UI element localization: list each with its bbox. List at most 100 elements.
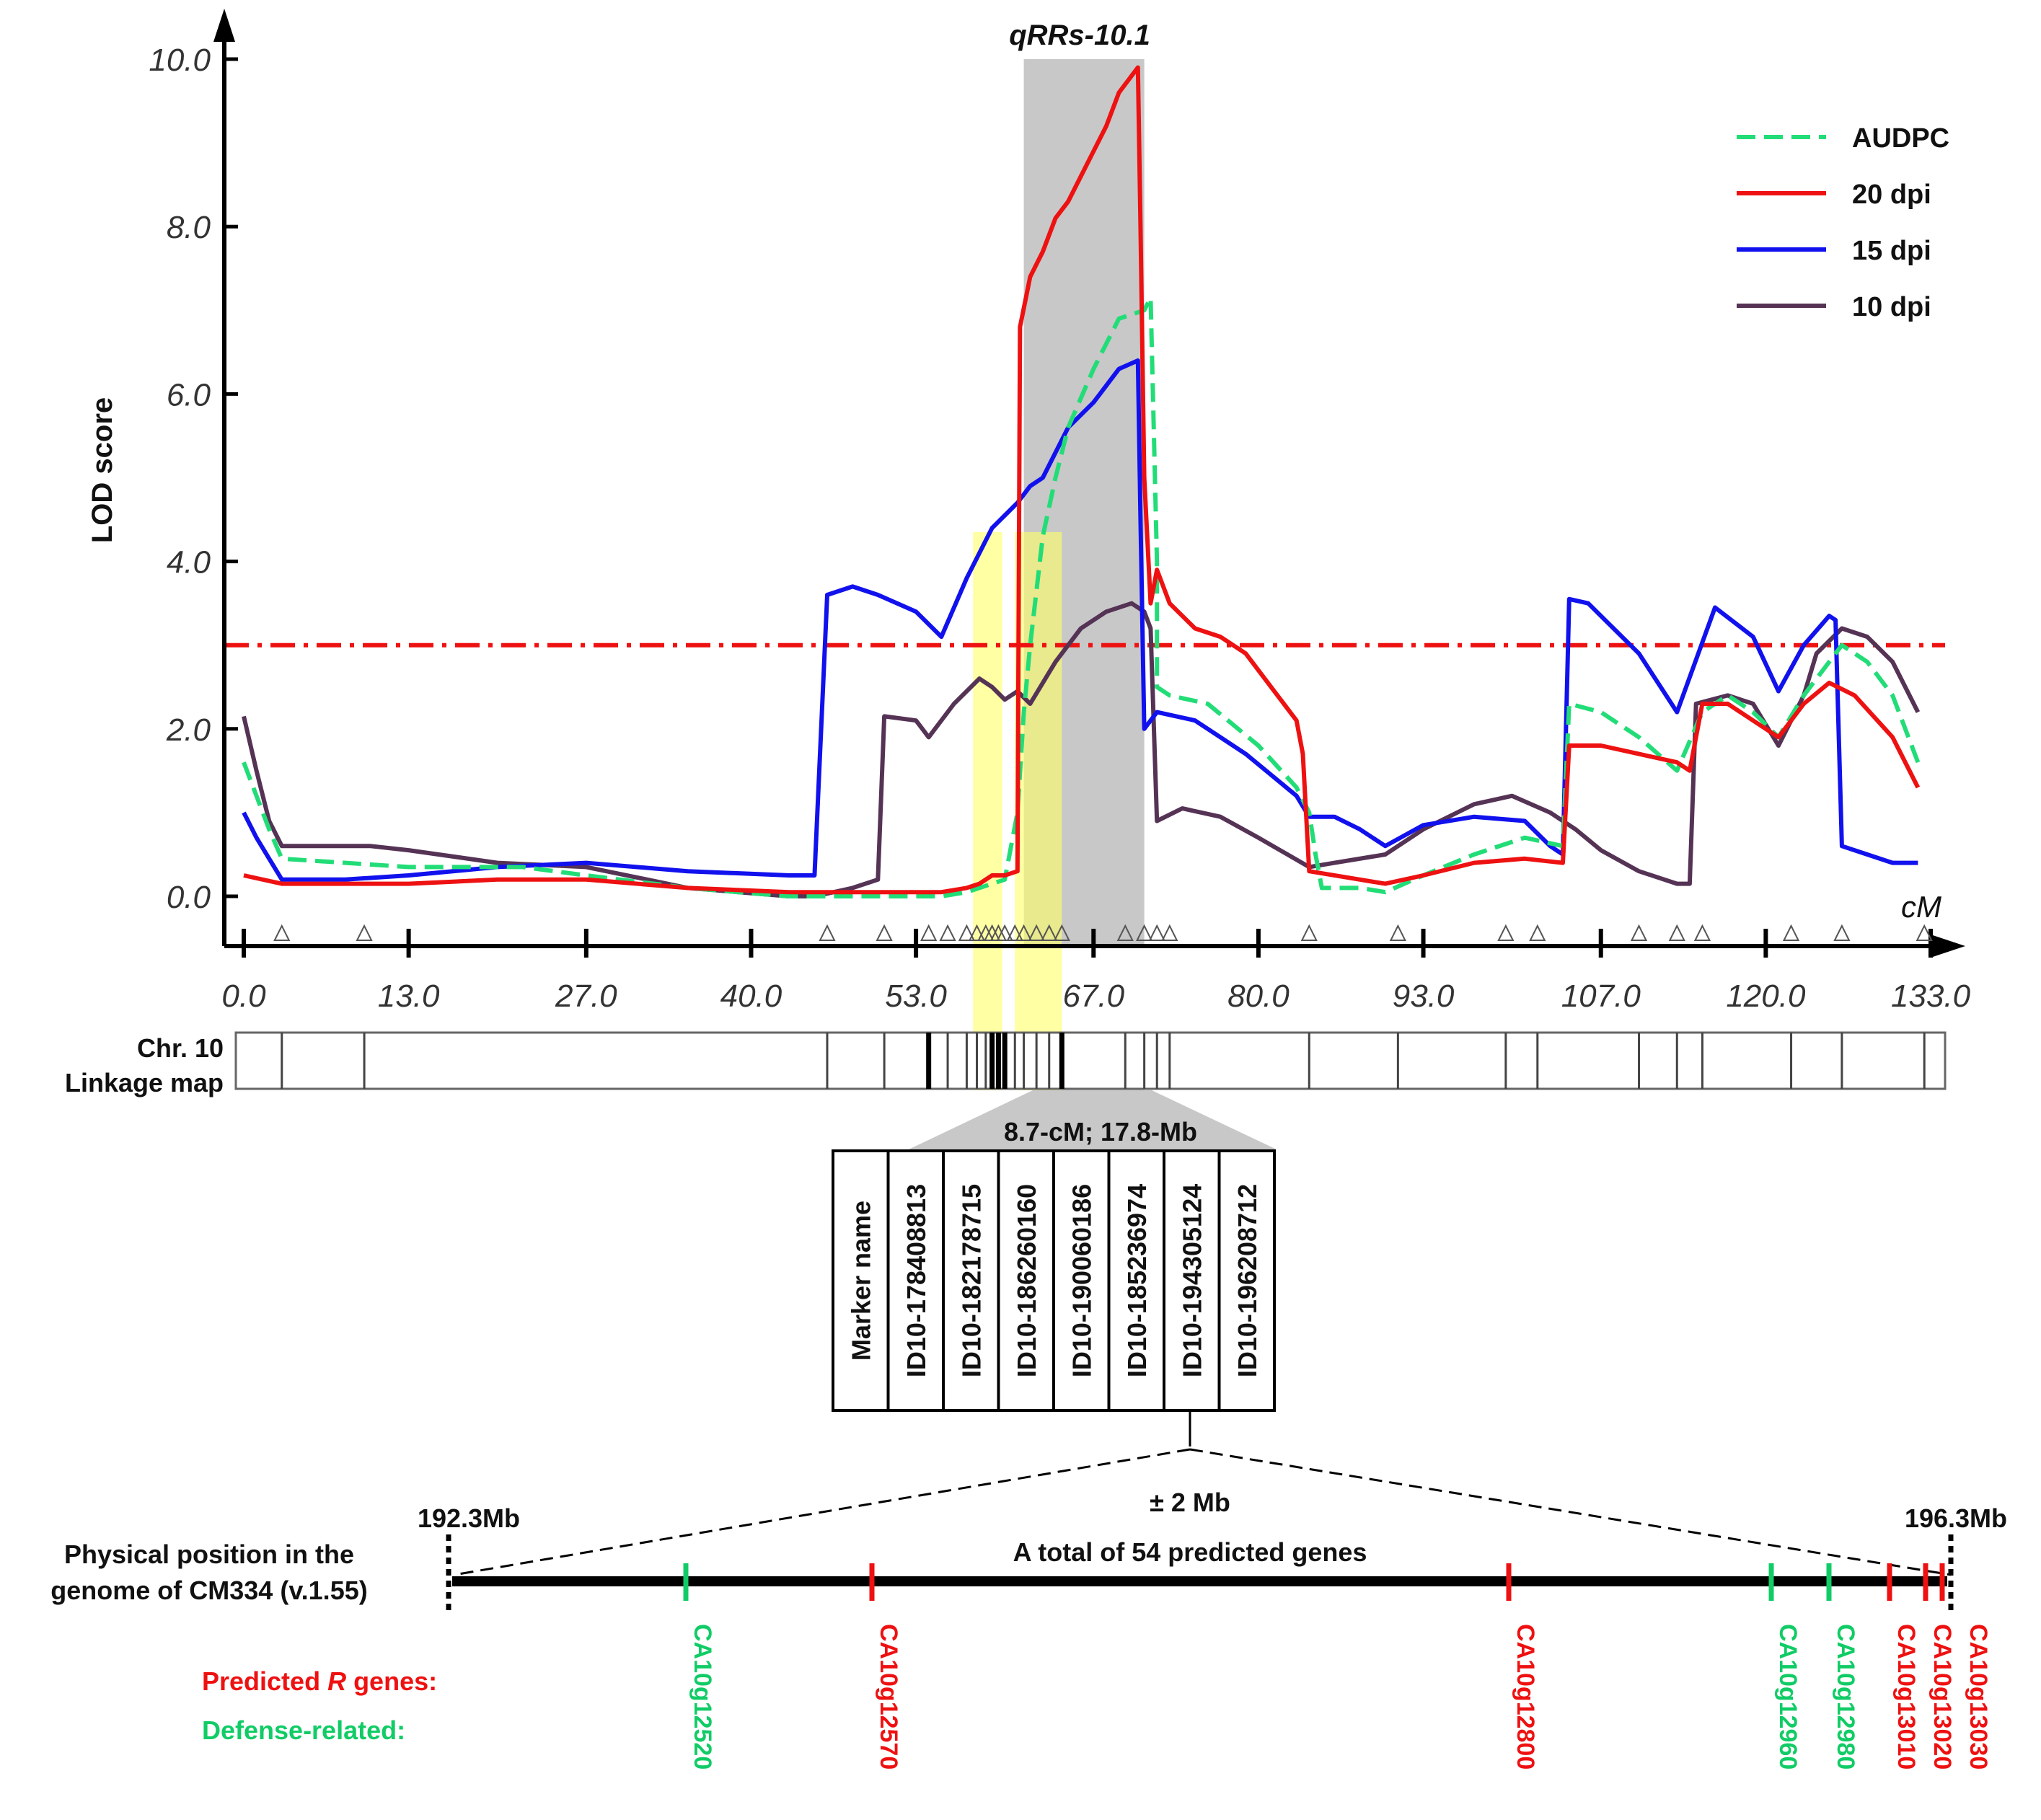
zoom-dash-right — [1189, 1448, 1952, 1576]
physical-label-line2: genome of CM334 (v.1.55) — [50, 1576, 367, 1605]
marker-name: ID10-182178715 — [956, 1184, 986, 1377]
marker-name: ID10-194305124 — [1177, 1184, 1207, 1377]
x-tick-label: 120.0 — [1726, 979, 1806, 1014]
x-tick-label: 80.0 — [1227, 979, 1290, 1014]
axes — [213, 9, 1965, 957]
marker-triangle — [1389, 924, 1406, 941]
marker-triangle — [1161, 924, 1178, 941]
legend: AUDPC 20 dpi 15 dpi 10 dpi — [1737, 123, 1949, 322]
x-tick-label: 133.0 — [1891, 979, 1971, 1014]
x-ticks: 0.0 13.0 27.0 40.0 53.0 67.0 80.0 93.0 107.0 120.… — [221, 929, 1971, 1014]
marker-triangle — [356, 924, 373, 941]
physical-end-label: 196.3Mb — [1905, 1503, 2007, 1533]
marker-name: ID10-186260160 — [1012, 1184, 1041, 1377]
x-unit-label: cM — [1901, 890, 1941, 924]
marker-triangles — [273, 924, 1933, 941]
marker-triangle — [273, 924, 291, 941]
y-axis-label: LOD score — [87, 397, 118, 543]
marker-triangle — [1300, 924, 1318, 941]
linkage-label-line1: Chr. 10 — [137, 1033, 224, 1063]
gene-label: CA10g13020 — [1928, 1624, 1956, 1770]
marker-triangle — [968, 924, 986, 941]
gene-label: CA10g12570 — [875, 1624, 902, 1770]
marker-triangle — [1148, 924, 1165, 941]
x-tick-label: 13.0 — [378, 979, 440, 1014]
marker-triangle — [1028, 924, 1045, 941]
marker-triangle — [1006, 924, 1023, 941]
legend-r-suffix: genes: — [346, 1666, 437, 1696]
gene-label: CA10g12520 — [689, 1624, 716, 1770]
marker-triangle — [939, 924, 956, 941]
x-axis-arrow — [1933, 935, 1965, 957]
marker-triangle — [1136, 924, 1153, 941]
legend-label: AUDPC — [1852, 123, 1949, 154]
marker-triangle — [1015, 924, 1033, 941]
marker-triangle — [958, 924, 976, 941]
physical-map — [446, 1410, 1954, 1615]
marker-name: ID10-178408813 — [902, 1184, 931, 1377]
gene-label: CA10g13030 — [1965, 1624, 1992, 1770]
marker-triangle — [819, 924, 836, 941]
window-label: ± 2 Mb — [1150, 1488, 1230, 1517]
x-tick-label: 53.0 — [885, 979, 947, 1014]
x-tick-label: 27.0 — [555, 979, 617, 1014]
marker-triangle — [1041, 924, 1058, 941]
marker-table-header: Marker name — [846, 1201, 876, 1361]
marker-triangle — [920, 924, 938, 941]
highlight-interval-1 — [1015, 531, 1062, 1090]
marker-triangle — [1916, 924, 1933, 941]
qtl-label: qRRs-10.1 — [1009, 19, 1150, 51]
x-tick-label: 93.0 — [1393, 979, 1455, 1014]
marker-triangle — [1782, 924, 1800, 941]
marker-triangle — [1116, 924, 1134, 941]
series-line-20-dpi — [243, 65, 1921, 895]
total-genes-label: A total of 54 predicted genes — [1013, 1537, 1367, 1567]
marker-name: ID10-190060186 — [1067, 1184, 1096, 1377]
x-tick-label: 107.0 — [1561, 979, 1641, 1014]
x-tick-label: 40.0 — [720, 979, 783, 1014]
marker-triangle — [996, 924, 1013, 941]
marker-name: ID10-185236974 — [1122, 1184, 1152, 1377]
legend-r-italic: R — [327, 1666, 346, 1696]
y-tick-label: 8.0 — [167, 210, 211, 245]
legend-r-prefix: Predicted — [202, 1666, 327, 1696]
series-line-15-dpi — [242, 358, 1918, 882]
marker-triangle — [1833, 924, 1851, 941]
marker-triangle — [1053, 924, 1070, 941]
y-tick-label: 0.0 — [167, 880, 211, 915]
gene-label: CA10g12960 — [1774, 1624, 1802, 1770]
highlight-interval-0 — [973, 531, 1002, 1090]
linkage-label-line2: Linkage map — [65, 1068, 224, 1097]
interval-zoom-shade — [909, 1090, 1277, 1149]
marker-name: ID10-196208712 — [1233, 1184, 1262, 1377]
legend-r-genes: Predicted R genes: — [202, 1666, 437, 1696]
gene-label: CA10g13010 — [1892, 1624, 1920, 1770]
linkage-map — [234, 1031, 1947, 1090]
y-tick-label: 10.0 — [149, 43, 211, 78]
lod-curves — [242, 65, 1921, 898]
y-ticks: 0.0 2.0 4.0 6.0 8.0 10.0 — [149, 43, 238, 915]
marker-triangle — [1693, 924, 1711, 941]
marker-triangle — [1668, 924, 1685, 941]
legend-label: 15 dpi — [1852, 236, 1931, 266]
marker-triangle — [1529, 924, 1546, 941]
marker-triangle — [1497, 924, 1515, 941]
gene-label: CA10g12980 — [1832, 1624, 1859, 1770]
gene-label: CA10g12800 — [1512, 1624, 1539, 1770]
y-tick-label: 6.0 — [167, 377, 211, 412]
legend-label: 10 dpi — [1852, 292, 1931, 322]
y-tick-label: 4.0 — [167, 545, 211, 580]
linkage-map-bar — [234, 1031, 1947, 1090]
physical-label-line1: Physical position in the — [64, 1540, 354, 1569]
marker-triangle — [1630, 924, 1648, 941]
gene-list: CA10g12520 CA10g12570 CA10g12800 CA10g12960… — [683, 1563, 1992, 1770]
legend-label: 20 dpi — [1852, 180, 1931, 210]
x-tick-label: 67.0 — [1062, 979, 1124, 1014]
legend-defense: Defense-related: — [202, 1715, 405, 1745]
y-tick-label: 2.0 — [166, 712, 211, 748]
marker-table: Marker name ID10-178408813 ID10-182178715 I… — [832, 1149, 1276, 1412]
physical-start-label: 192.3Mb — [418, 1503, 520, 1533]
interval-label: 8.7-cM; 17.8-Mb — [1004, 1117, 1197, 1147]
y-axis-arrow — [213, 9, 235, 42]
